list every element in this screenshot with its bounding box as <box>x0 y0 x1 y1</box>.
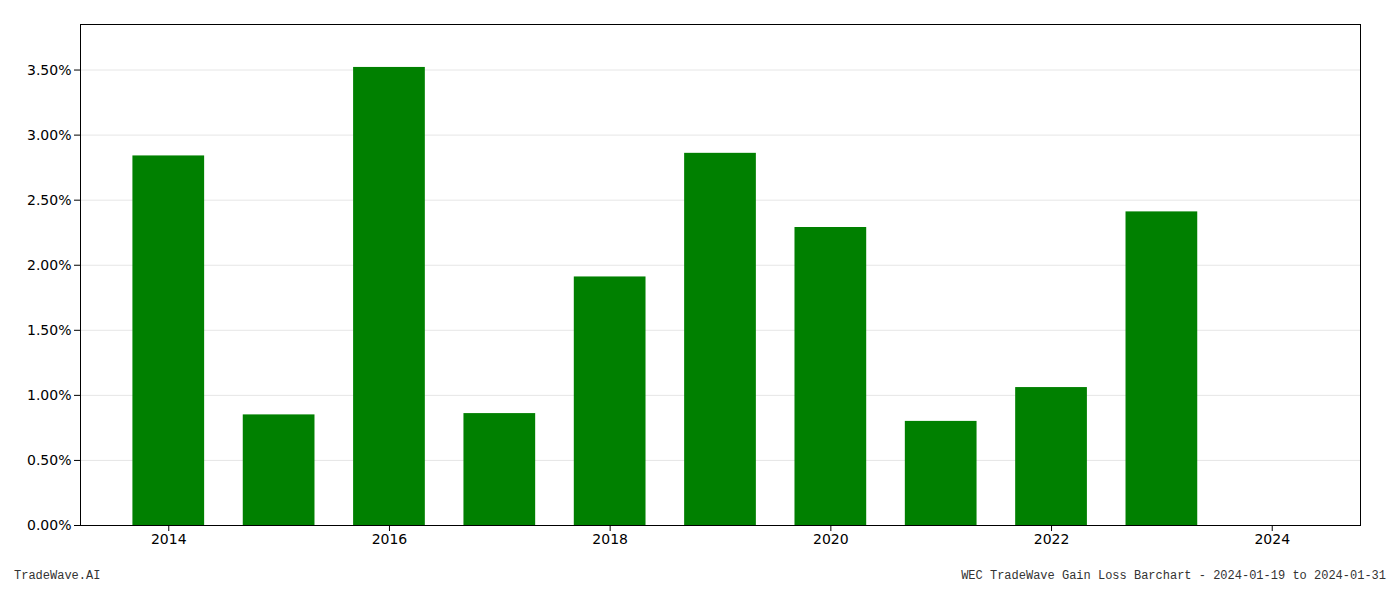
html-text:TradeWave.AI: TradeWave.AI <box>14 569 101 583</box>
svg-text:2016: 2016 <box>372 531 408 547</box>
svg-text:1.50%: 1.50% <box>27 322 71 338</box>
svg-text:2.00%: 2.00% <box>27 257 71 273</box>
svg-text:2018: 2018 <box>592 531 628 547</box>
svg-text:0.50%: 0.50% <box>27 452 71 468</box>
svg-text:2024: 2024 <box>1254 531 1290 547</box>
svg-text:3.50%: 3.50% <box>27 62 71 78</box>
svg-text:2.50%: 2.50% <box>27 192 71 208</box>
svg-text:3.00%: 3.00% <box>27 127 71 143</box>
svg-text:2022: 2022 <box>1034 531 1070 547</box>
svg-text:2020: 2020 <box>813 531 849 547</box>
svg-text:0.00%: 0.00% <box>27 517 71 533</box>
html-text:WEC TradeWave Gain Loss Barcha: WEC TradeWave Gain Loss Barchart - 2024-… <box>961 569 1386 583</box>
svg-text:2014: 2014 <box>151 531 187 547</box>
svg-text:1.00%: 1.00% <box>27 387 71 403</box>
